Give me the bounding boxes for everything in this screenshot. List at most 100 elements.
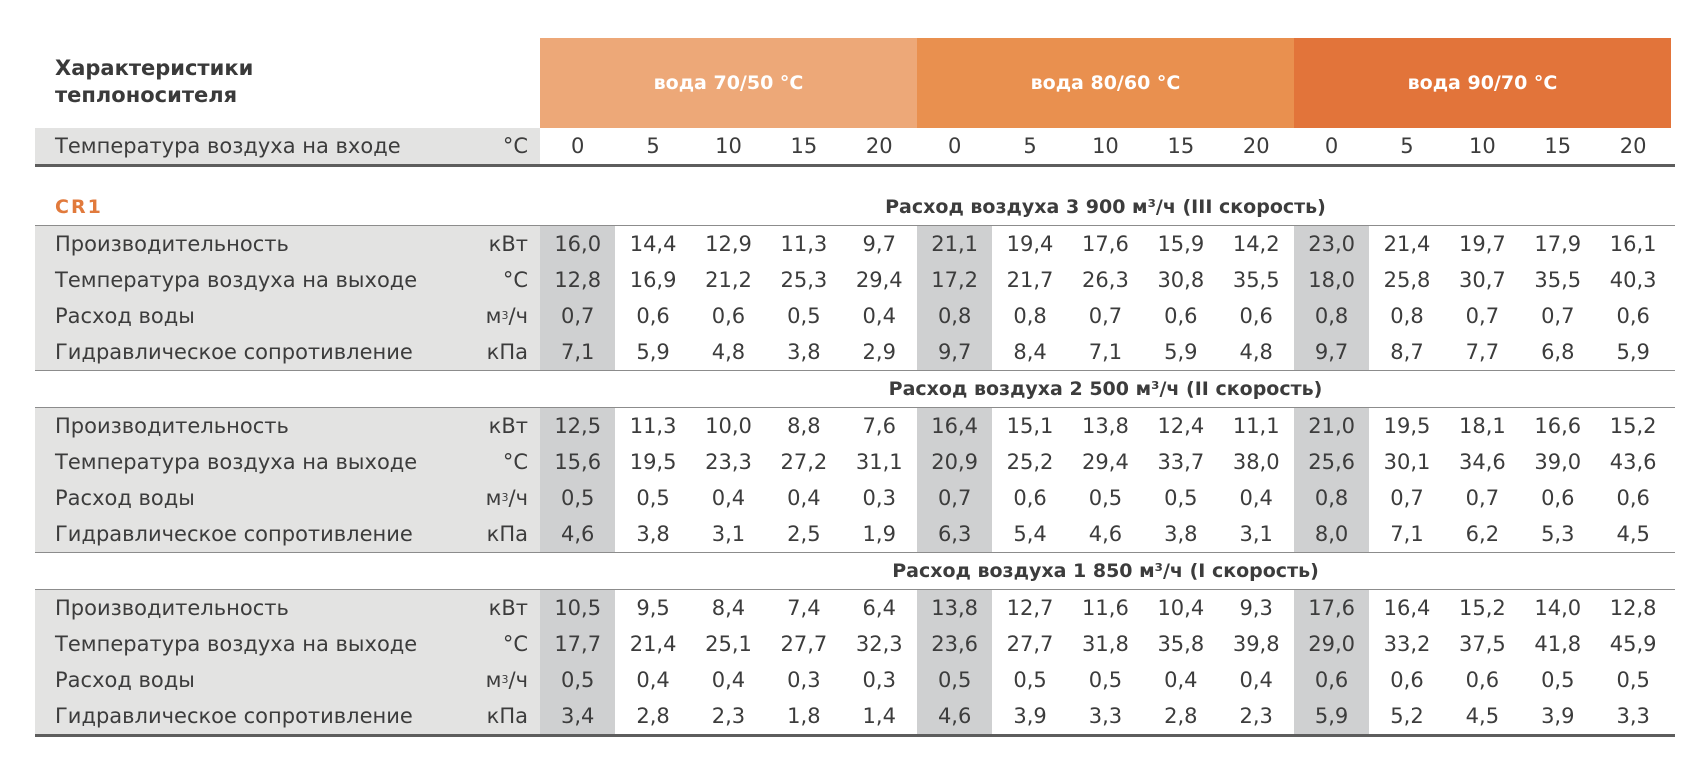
value-cell: 9,3 <box>1239 596 1273 620</box>
value-cell: 0,6 <box>1293 662 1370 698</box>
value-cell: 30,1 <box>1383 450 1431 474</box>
value-cell: 21,0 <box>1293 408 1370 444</box>
inlet-temperature-cell: 10 <box>715 134 742 158</box>
row-unit: °C <box>455 128 540 164</box>
value-cell: 19,5 <box>1383 414 1431 438</box>
table-row: Температура воздуха на выходе °C 15,6 19,5 2… <box>35 444 1675 480</box>
inlet-temperature-row: Температура воздуха на входе °C 0 5 10 15 20… <box>35 128 1675 167</box>
value-cell: 30,7 <box>1459 268 1506 292</box>
value-cell: 0,4 <box>711 668 746 692</box>
value-cell: 25,8 <box>1383 268 1431 292</box>
value-cell: 27,7 <box>1006 632 1054 656</box>
value-cell: 0,6 <box>1390 668 1424 692</box>
value-cell: 2,3 <box>1239 704 1273 728</box>
value-cell: 29,4 <box>1082 450 1129 474</box>
value-cell: 21,1 <box>916 226 993 262</box>
value-cell: 0,6 <box>1541 486 1575 510</box>
value-cell: 32,3 <box>855 632 903 656</box>
row-unit: °C <box>455 626 540 662</box>
value-cell: 15,1 <box>1006 414 1054 438</box>
value-cell: 0,7 <box>1541 304 1575 328</box>
row-label: Гидравлическое сопротивление <box>35 334 455 370</box>
value-cell: 2,5 <box>787 522 821 546</box>
value-cell: 25,1 <box>705 632 752 656</box>
value-cell: 7,1 <box>1390 522 1424 546</box>
value-cell: 0,5 <box>1616 668 1650 692</box>
value-cell: 9,7 <box>1293 334 1370 370</box>
table-row: Производительность кВт 16,0 14,4 12,9 11,3 9,7… <box>35 226 1675 262</box>
value-cell: 15,2 <box>1609 414 1657 438</box>
value-cell: 10,4 <box>1157 596 1205 620</box>
value-cell: 12,7 <box>1006 596 1054 620</box>
value-cell: 14,4 <box>629 232 677 256</box>
value-cell: 29,0 <box>1293 626 1370 662</box>
value-cell: 27,7 <box>780 632 828 656</box>
value-cell: 14,0 <box>1534 596 1582 620</box>
table-row: Температура воздуха на выходе °C 17,7 21,4 2… <box>35 626 1675 662</box>
table-row: Расход воды м 3/ч 0,5 0,5 0,4 0,4 0,3 0,7 0,6 0,5 0… <box>35 480 1675 516</box>
section-header: Расход воздуха 2 500 м³/ч (II скорость) <box>35 371 1675 408</box>
inlet-temperature-cell: 5 <box>1023 134 1037 158</box>
value-cell: 25,6 <box>1293 444 1370 480</box>
value-cell: 10,5 <box>540 590 616 626</box>
value-cell: 5,4 <box>1013 522 1047 546</box>
value-cell: 23,3 <box>705 450 752 474</box>
group-header-90-70: вода 90/70 °C <box>1294 38 1671 128</box>
row-label: Производительность <box>35 408 455 444</box>
value-cell: 5,2 <box>1390 704 1424 728</box>
value-cell: 0,7 <box>540 298 616 334</box>
value-cell: 35,8 <box>1157 632 1205 656</box>
value-cell: 0,6 <box>1616 304 1650 328</box>
value-cell: 3,9 <box>1013 704 1047 728</box>
value-cell: 0,7 <box>1390 486 1424 510</box>
value-cell: 4,6 <box>540 516 616 552</box>
row-unit: м 3/ч <box>455 480 540 516</box>
value-cell: 1,4 <box>862 704 896 728</box>
value-cell: 9,7 <box>916 334 993 370</box>
row-unit: м 3/ч <box>455 662 540 698</box>
value-cell: 0,5 <box>540 480 616 516</box>
value-cell: 2,8 <box>636 704 670 728</box>
value-cell: 0,4 <box>711 486 746 510</box>
value-cell: 33,7 <box>1157 450 1205 474</box>
value-cell: 8,7 <box>1390 340 1424 364</box>
value-cell: 0,6 <box>1013 486 1047 510</box>
value-cell: 0,8 <box>1293 480 1370 516</box>
value-cell: 0,7 <box>1465 304 1500 328</box>
value-cell: 0,6 <box>1164 304 1198 328</box>
value-cell: 39,8 <box>1232 632 1280 656</box>
row-unit: кВт <box>455 408 540 444</box>
value-cell: 21,4 <box>629 632 677 656</box>
value-cell: 5,9 <box>1293 698 1370 734</box>
airflow-section-title: Расход воздуха 1 850 м³/ч (I скорость) <box>892 560 1319 582</box>
value-cell: 19,4 <box>1006 232 1054 256</box>
value-cell: 16,0 <box>540 226 616 262</box>
inlet-temperature-cell: 20 <box>865 134 893 158</box>
row-unit: кВт <box>455 226 540 262</box>
value-cell: 40,3 <box>1609 268 1657 292</box>
value-cell: 5,9 <box>1164 340 1198 364</box>
value-cell: 16,1 <box>1609 232 1657 256</box>
value-cell: 4,8 <box>711 340 746 364</box>
table-row: Расход воды м 3/ч 0,5 0,4 0,4 0,3 0,3 0,5 0,5 0,5 0… <box>35 662 1675 698</box>
row-unit: кПа <box>455 698 540 734</box>
row-label: Температура воздуха на входе <box>35 128 455 164</box>
value-cell: 37,5 <box>1459 632 1506 656</box>
value-cell: 38,0 <box>1232 450 1280 474</box>
value-cell: 0,6 <box>1239 304 1273 328</box>
inlet-temperature-cell: 0 <box>571 134 585 158</box>
value-cell: 0,6 <box>1465 668 1500 692</box>
value-cell: 0,4 <box>1239 668 1273 692</box>
value-cell: 17,2 <box>916 262 993 298</box>
value-cell: 21,7 <box>1006 268 1054 292</box>
value-cell: 16,9 <box>629 268 677 292</box>
value-cell: 0,8 <box>1293 298 1370 334</box>
value-cell: 15,9 <box>1157 232 1205 256</box>
value-cell: 15,6 <box>540 444 616 480</box>
row-unit: °C <box>455 444 540 480</box>
value-cell: 31,8 <box>1082 632 1129 656</box>
value-cell: 1,8 <box>787 704 821 728</box>
value-cell: 0,5 <box>916 662 993 698</box>
value-cell: 0,8 <box>1013 304 1047 328</box>
value-cell: 27,2 <box>780 450 828 474</box>
